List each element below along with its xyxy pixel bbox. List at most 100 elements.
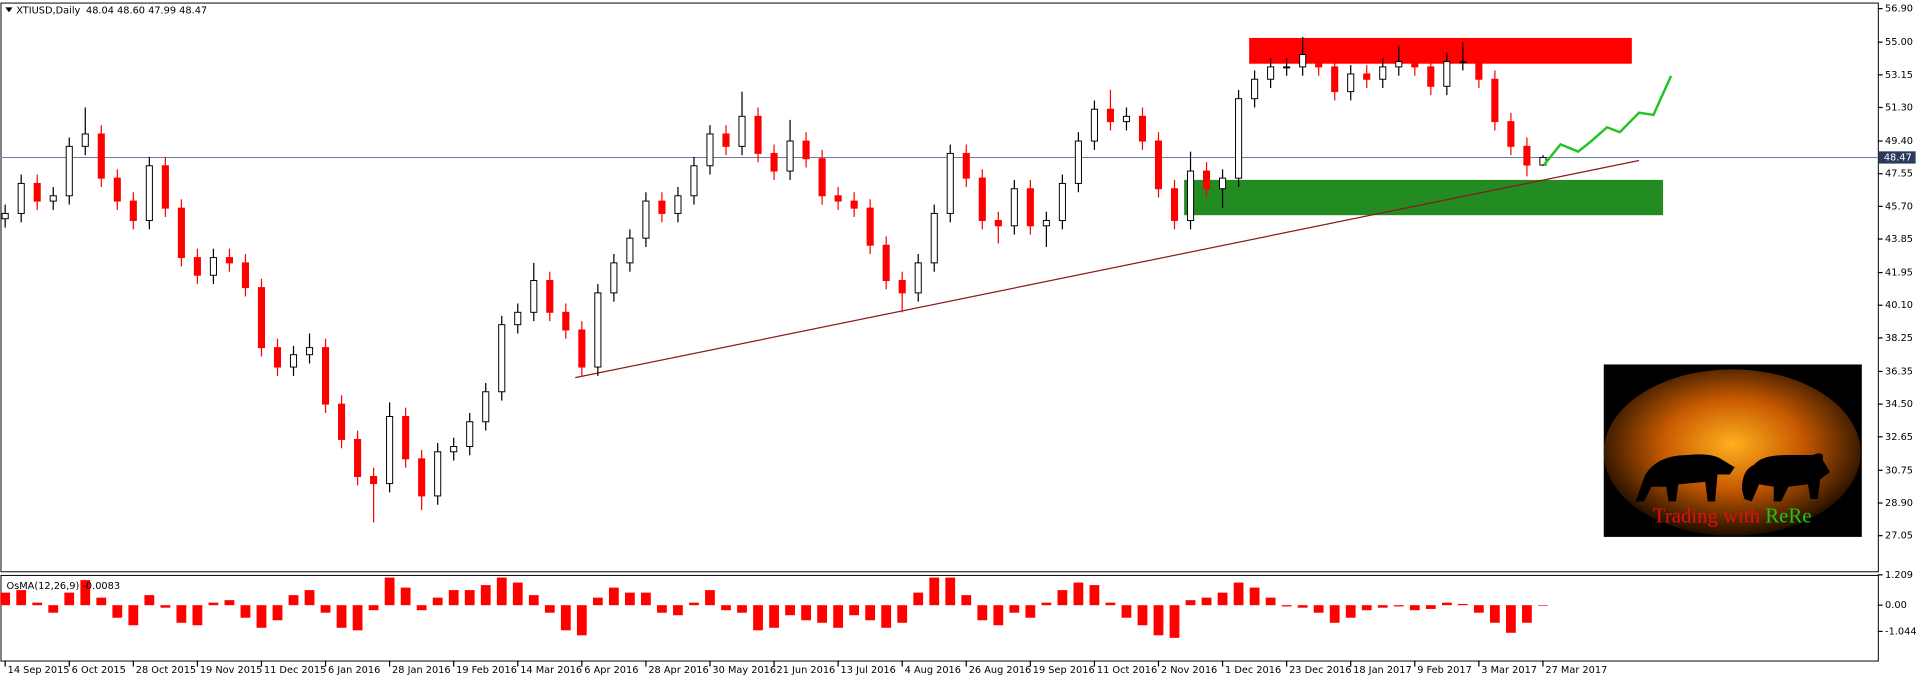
candle-body <box>1042 220 1050 227</box>
osma-bar <box>1121 605 1132 618</box>
y-tick-label: 49.40 <box>1885 136 1913 147</box>
candle-body <box>145 165 153 221</box>
osma-bar <box>544 605 555 613</box>
osma-y-tick-label: 0.00 <box>1885 600 1907 611</box>
candle-body <box>161 165 169 209</box>
osma-bar <box>592 597 603 606</box>
osma-bar <box>1361 605 1372 611</box>
candle-body <box>690 165 698 197</box>
candle-body <box>305 347 314 356</box>
osma-bar <box>1249 587 1260 606</box>
candle-body <box>1203 170 1211 190</box>
osma-bar <box>1473 605 1484 613</box>
candle-body <box>994 220 1002 227</box>
osma-bar <box>48 605 59 613</box>
y-tick-label: 34.50 <box>1885 399 1913 410</box>
candle-body <box>1026 188 1034 227</box>
candle-body <box>1459 61 1467 64</box>
osma-bar <box>993 605 1004 626</box>
osma-bar <box>1057 590 1068 606</box>
candle-body <box>1491 78 1499 123</box>
candle-body <box>658 200 666 214</box>
osma-bar <box>785 605 795 616</box>
candle-body <box>370 476 378 485</box>
osma-bar <box>384 577 395 606</box>
x-tick-label: 28 Oct 2015 <box>136 665 196 676</box>
y-tick-label: 41.95 <box>1885 268 1913 279</box>
osma-bar <box>1345 605 1356 618</box>
candle-body <box>1427 66 1435 87</box>
osma-bar <box>608 587 619 606</box>
candle-body <box>626 237 634 264</box>
osma-bar <box>1153 605 1164 636</box>
candle-body <box>1058 182 1066 221</box>
candle-body <box>1411 61 1419 68</box>
osma-bar <box>160 605 171 608</box>
candle-body <box>1283 66 1291 69</box>
x-tick-label: 14 Mar 2016 <box>520 665 582 676</box>
zone <box>1184 179 1664 216</box>
candle-body <box>49 195 57 202</box>
osma-bar <box>464 590 475 606</box>
chart-title: XTIUSD,Daily <box>16 5 80 16</box>
osma-bar <box>80 580 91 606</box>
osma-bar <box>1041 602 1052 606</box>
osma-bar <box>368 605 379 611</box>
x-tick-label: 6 Jan 2016 <box>328 665 380 676</box>
logo: Trading with ReRe <box>1603 364 1862 537</box>
candle-body <box>113 177 121 202</box>
osma-bar <box>112 605 123 618</box>
candle-body <box>1010 188 1018 227</box>
osma-bar <box>1265 597 1276 606</box>
candle-body <box>1186 170 1195 221</box>
osma-bar <box>1185 600 1196 606</box>
osma-bar <box>1137 605 1148 626</box>
osma-bar <box>288 595 299 606</box>
candle-body <box>81 133 89 147</box>
candle-body <box>402 415 410 460</box>
osma-bar <box>1409 605 1420 611</box>
osma-bar <box>881 605 892 628</box>
candle-body <box>177 207 185 259</box>
candle-body <box>674 195 682 214</box>
candle-body <box>1363 73 1371 80</box>
candle-body <box>97 133 105 179</box>
candle-body <box>898 280 906 294</box>
candle-body <box>1475 61 1483 80</box>
candle-body <box>498 324 506 393</box>
osma-bar <box>1489 605 1500 623</box>
osma-bar <box>624 592 635 606</box>
x-tick-label: 21 Jun 2016 <box>777 665 836 676</box>
candle-body <box>1299 54 1307 68</box>
osma-bar <box>1217 592 1228 606</box>
x-tick-label: 14 Sep 2015 <box>8 665 70 676</box>
candle-body <box>289 354 298 368</box>
osma-bar <box>689 602 699 606</box>
candle-body <box>466 421 474 447</box>
candle-body <box>338 403 346 440</box>
x-tick-label: 23 Dec 2016 <box>1289 665 1351 676</box>
osma-bar <box>272 605 283 621</box>
logo-text-2: ReRe <box>1765 504 1811 527</box>
candle-body <box>257 287 266 349</box>
osma-bar <box>1313 605 1324 613</box>
plot-layer: 56.90 55.00 53.15 51.30 49.40 47.55 45.70 43.85… <box>0 4 1916 676</box>
candle-body <box>1379 66 1387 80</box>
candle-body <box>17 182 25 214</box>
osma-bar <box>753 605 763 631</box>
osma-bar <box>865 605 876 621</box>
candle-body <box>882 244 890 282</box>
osma-bar <box>448 590 459 606</box>
osma-bar <box>144 595 155 606</box>
osma-bar <box>1089 585 1100 606</box>
osma-bar <box>769 605 779 628</box>
osma-bar <box>1105 602 1116 606</box>
osma-bar <box>512 582 523 606</box>
candle-body <box>642 200 650 239</box>
osma-bar <box>1329 605 1340 623</box>
candle-body <box>1138 115 1147 142</box>
osma-bar <box>128 605 139 626</box>
osma-bar <box>96 597 107 606</box>
